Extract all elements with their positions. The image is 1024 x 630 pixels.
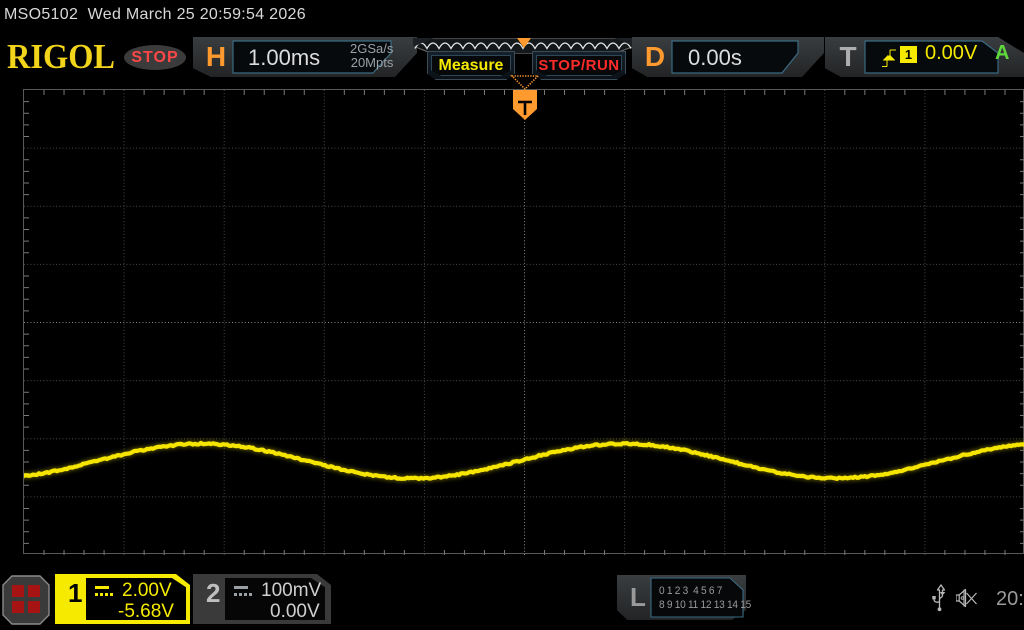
- svg-text:RIGOL: RIGOL: [7, 37, 115, 76]
